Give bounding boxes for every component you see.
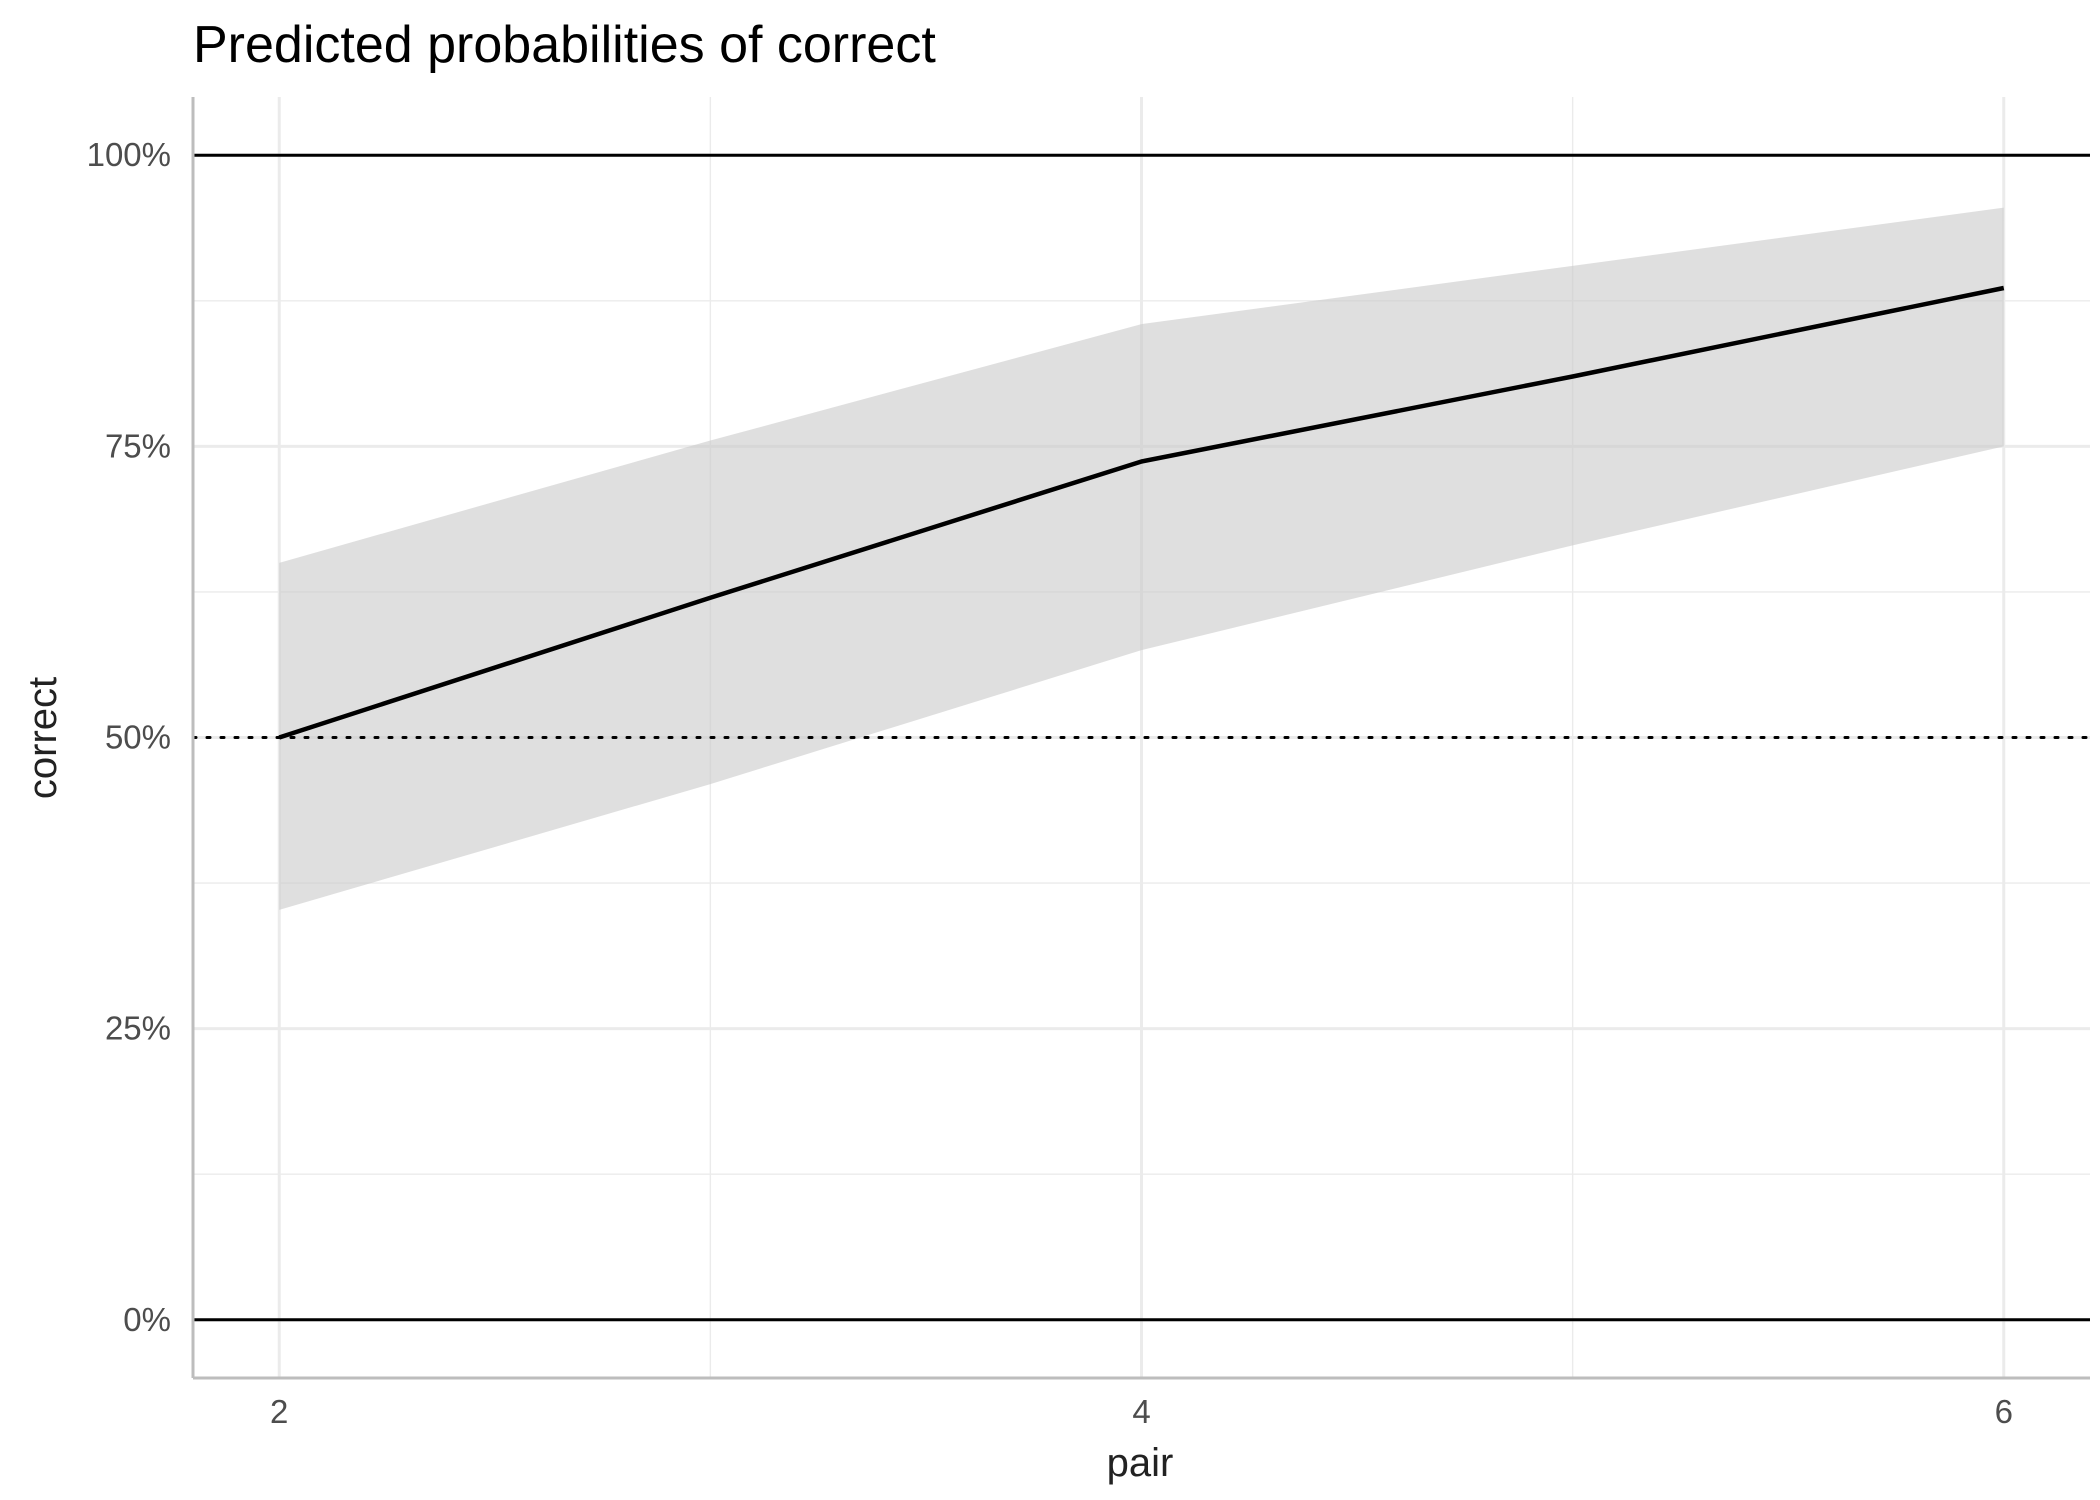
x-tick-labels: 2 4 6: [270, 1393, 2013, 1430]
x-tick-label: 4: [1132, 1393, 1150, 1430]
x-tick-label: 6: [1995, 1393, 2013, 1430]
series-line-layer: [278, 285, 2005, 740]
reference-lines-layer: [191, 153, 2092, 1322]
y-tick-label: 25%: [105, 1010, 171, 1047]
y-tick-labels: 0% 25% 50% 75% 100%: [87, 136, 171, 1338]
y-axis-title: correct: [21, 677, 65, 799]
y-tick-label: 75%: [105, 427, 171, 464]
y-tick-label: 100%: [87, 136, 171, 173]
confidence-band-layer: [279, 207, 2004, 910]
series-line: [278, 285, 2005, 740]
chart-title: Predicted probabilities of correct: [193, 16, 936, 74]
axis-layer: [191, 97, 2090, 1380]
y-tick-label: 0%: [123, 1301, 171, 1338]
confidence-band: [279, 207, 2004, 910]
y-tick-label: 50%: [105, 719, 171, 756]
x-axis-title: pair: [1107, 1441, 1174, 1485]
x-tick-label: 2: [270, 1393, 288, 1430]
